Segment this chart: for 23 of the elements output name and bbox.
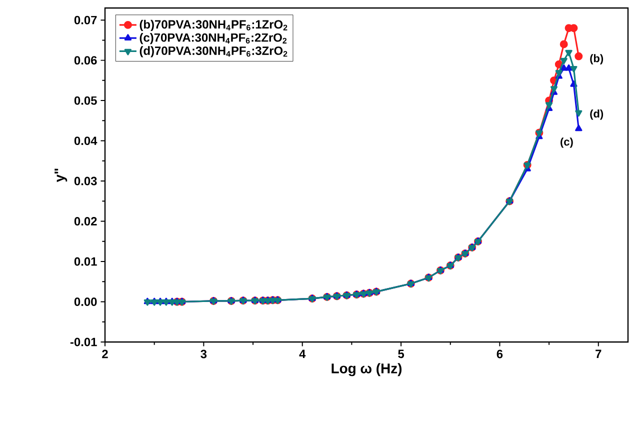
legend-label: (c)70PVA:30NH$_{4}$PF$_{6}$:2ZrO$_{2}$: [140, 33, 287, 44]
legend-label: (b)70PVA:30NH$_{4}$PF$_{6}$:1ZrO$_{2}$: [140, 20, 288, 32]
y-tick-label: 0.05: [74, 96, 97, 105]
y-tick-label: 0.04: [74, 136, 98, 146]
y-tick-label: 0.00: [74, 298, 97, 306]
x-tick-label: 4: [299, 350, 306, 358]
x-tick-label: 3: [200, 350, 207, 358]
x-tick-label: 7: [596, 350, 602, 358]
y-tick-label: 0.02: [74, 217, 97, 226]
x-tick-label: 5: [398, 350, 404, 358]
y-tick-label: 0.01: [74, 257, 97, 266]
y-tick-label: -0.01: [70, 338, 97, 346]
annotation: (d): [590, 110, 604, 120]
y-axis-title: y": [54, 168, 68, 182]
annotation: (c): [560, 138, 573, 148]
y-tick-label: 0.07: [74, 16, 97, 24]
annotation: (b): [590, 54, 604, 64]
legend-label: (d)70PVA:30NH$_{4}$PF$_{6}$:3ZrO$_{2}$: [140, 46, 288, 58]
x-tick-label: 6: [496, 350, 503, 358]
x-tick-label: 2: [102, 350, 108, 358]
y-tick-label: 0.03: [74, 176, 97, 186]
y-tick-label: 0.06: [74, 56, 97, 65]
x-axis-title: Log ω (Hz): [332, 363, 402, 376]
